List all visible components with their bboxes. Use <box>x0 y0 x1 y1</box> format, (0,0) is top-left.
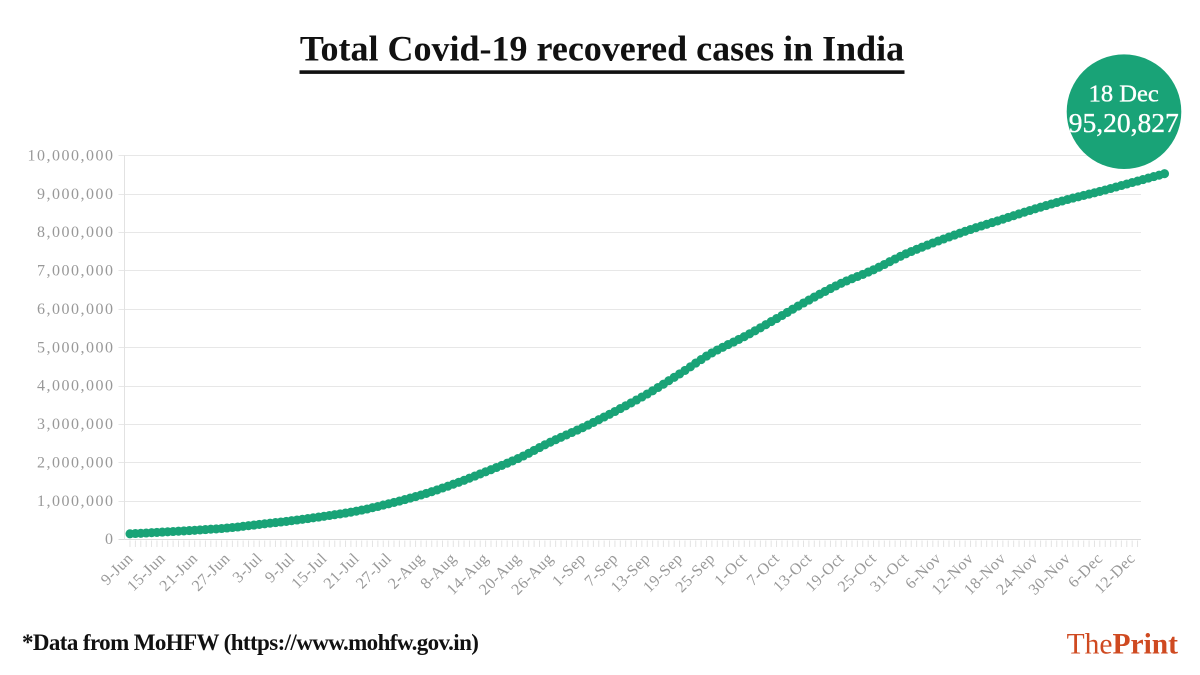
svg-text:8,000,000: 8,000,000 <box>37 224 115 241</box>
svg-text:2,000,000: 2,000,000 <box>37 455 115 472</box>
svg-text:*Data from MoHFW (https://www.: *Data from MoHFW (https://www.mohfw.gov.… <box>22 630 478 655</box>
svg-text:4,000,000: 4,000,000 <box>37 378 115 395</box>
svg-text:5,000,000: 5,000,000 <box>37 339 115 356</box>
svg-text:9,000,000: 9,000,000 <box>37 186 115 203</box>
svg-text:18 Dec: 18 Dec <box>1089 80 1159 107</box>
svg-text:10,000,000: 10,000,000 <box>28 148 115 165</box>
svg-text:95,20,827: 95,20,827 <box>1069 107 1179 138</box>
svg-text:1,000,000: 1,000,000 <box>37 493 115 510</box>
svg-text:0: 0 <box>105 531 115 548</box>
svg-text:Total Covid-19 recovered cases: Total Covid-19 recovered cases in India <box>300 29 904 69</box>
svg-text:6,000,000: 6,000,000 <box>37 301 115 318</box>
svg-text:3,000,000: 3,000,000 <box>37 416 115 433</box>
svg-text:7,000,000: 7,000,000 <box>37 263 115 280</box>
svg-text:ThePrint: ThePrint <box>1067 629 1179 661</box>
